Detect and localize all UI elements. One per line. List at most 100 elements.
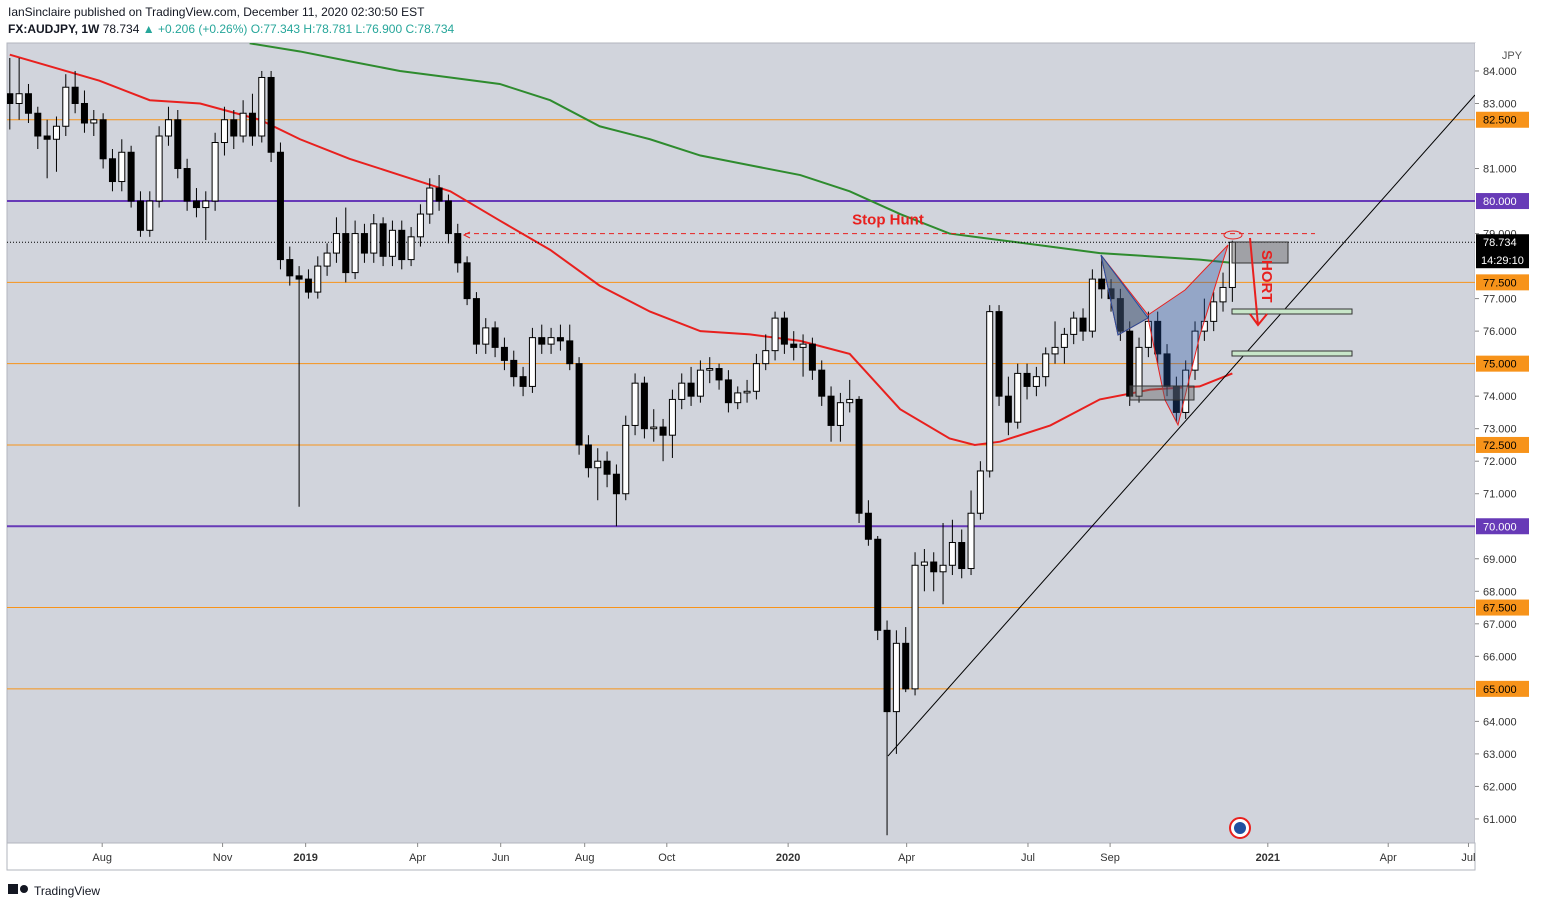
level-tag [1476, 193, 1529, 210]
candle-body [883, 629, 891, 713]
candle-body [920, 561, 928, 566]
short-arrow [1249, 237, 1268, 327]
brand: TradingView [34, 884, 100, 898]
y-tick-label: 67.000 [1483, 619, 1517, 631]
candle-body [696, 369, 704, 397]
y-tick-label: 63.000 [1483, 749, 1517, 761]
y-tick-label: 73.000 [1483, 424, 1517, 436]
candle-body [687, 382, 695, 397]
candle-body [678, 382, 686, 400]
candle-body [127, 151, 135, 202]
candle-body [463, 262, 471, 300]
candle-body [510, 359, 518, 378]
y-tick-label: 64.000 [1483, 716, 1517, 728]
candle-body [426, 187, 434, 215]
candle-body [547, 337, 555, 345]
candle-body [706, 368, 714, 371]
candle-body [314, 265, 322, 293]
candle-body [948, 542, 956, 566]
x-tick-label: 2019 [293, 852, 317, 864]
moving-average [9, 53, 1233, 446]
level-label: 82.500 [1483, 115, 1517, 127]
trendline [887, 94, 1475, 757]
candle-body [248, 112, 256, 137]
candle-body [958, 542, 966, 570]
candle-body [435, 187, 443, 202]
last-price-tag [1476, 234, 1529, 269]
candle-body [136, 200, 144, 231]
candle-body [836, 402, 844, 426]
last: 78.734 [102, 22, 140, 36]
brand-logo [8, 884, 28, 894]
x-tick-label: Aug [92, 852, 112, 864]
candle-body [1219, 286, 1227, 303]
candle-body [930, 561, 938, 573]
level-label: 80.000 [1483, 196, 1517, 208]
event-icon-inner [1234, 822, 1246, 834]
candle-body [799, 343, 807, 348]
symbol-line: FX:AUDJPY, 1W 78.734 ▲ +0.206 (+0.26%) O… [8, 22, 454, 36]
candle-body [1135, 346, 1143, 397]
candle-body [939, 564, 947, 573]
candle-body [762, 350, 770, 365]
candle-body [1060, 333, 1068, 348]
candle-body [1051, 346, 1059, 355]
candle-body [892, 642, 900, 713]
x-tick-label: Oct [658, 852, 675, 864]
candle-body [659, 426, 667, 436]
candle-body [1079, 317, 1087, 332]
candle-body [808, 343, 816, 371]
candle-body [967, 512, 975, 570]
y-tick-label: 71.000 [1483, 489, 1517, 501]
candle-body [575, 363, 583, 446]
y-tick-label: 61.000 [1483, 814, 1517, 826]
candle-body [407, 236, 415, 261]
symbol: FX:AUDJPY, 1W [8, 22, 100, 36]
level-tag [1476, 599, 1529, 616]
candle-body [379, 223, 387, 257]
level-label: 67.500 [1483, 603, 1517, 615]
candle-body [99, 119, 107, 160]
level-tag [1476, 436, 1529, 453]
candle-body [1098, 278, 1106, 290]
axis-edge [1476, 844, 1546, 870]
candle-body [80, 102, 88, 124]
candle-body [855, 398, 863, 514]
candle-body [594, 460, 602, 469]
candle-body [631, 382, 639, 426]
y-tick-label: 69.000 [1483, 554, 1517, 566]
candle-body [398, 229, 406, 261]
time-axis [6, 842, 1476, 871]
candle-body [612, 473, 620, 495]
change: ▲ +0.206 (+0.26%) [142, 22, 248, 36]
candle-body [724, 379, 732, 404]
candle-body [976, 470, 984, 514]
level-label: 72.500 [1483, 440, 1517, 452]
candle-body [519, 376, 527, 387]
candle-body [743, 390, 751, 394]
candle-body [911, 564, 919, 690]
x-tick-label: Aug [575, 852, 595, 864]
candle-body [556, 337, 564, 342]
plot-marks [7, 43, 1475, 836]
candle-body [1042, 353, 1050, 378]
candle-body [202, 200, 210, 209]
candle-body [444, 200, 452, 235]
candle-body [528, 337, 536, 387]
y-tick-label: 66.000 [1483, 651, 1517, 663]
axis-unit: JPY [1502, 50, 1523, 62]
candle-body [267, 76, 275, 153]
x-tick-label: Jul [1461, 852, 1475, 864]
x-tick-label: 2021 [1256, 852, 1280, 864]
candle-body [118, 151, 126, 183]
candle-body [1088, 278, 1096, 332]
candle-body [734, 392, 742, 404]
level-tag [1476, 111, 1529, 128]
y-tick-label: 68.000 [1483, 586, 1517, 598]
level-tag [1476, 680, 1529, 697]
candle-body [538, 337, 546, 345]
y-tick-label: 74.000 [1483, 391, 1517, 403]
candle-body [818, 369, 826, 397]
candle-body [52, 125, 60, 140]
candle-body [258, 76, 266, 137]
